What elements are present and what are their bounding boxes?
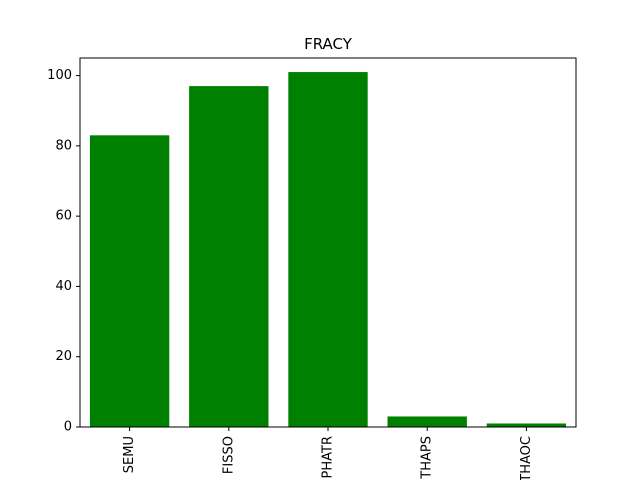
bar-thaps xyxy=(387,416,467,427)
x-tick-label: THAOC xyxy=(519,436,534,480)
y-tick-label: 20 xyxy=(55,349,72,364)
x-tick-label: FISSO xyxy=(221,436,236,474)
bar-fisso xyxy=(189,86,269,427)
y-tick-label: 0 xyxy=(64,420,72,435)
y-tick-label: 60 xyxy=(55,209,72,224)
y-tick-label: 80 xyxy=(55,138,72,153)
x-axis: SEMU FISSO PHATR THAPS THAOC xyxy=(122,427,534,480)
x-tick-label: THAPS xyxy=(420,436,435,480)
bar-semu xyxy=(89,135,170,428)
bar-thaoc xyxy=(486,423,567,427)
chart-title: FRACY xyxy=(304,35,353,53)
x-tick-label: SEMU xyxy=(122,436,137,473)
x-tick-label: PHATR xyxy=(321,436,336,478)
y-tick-label: 100 xyxy=(47,68,72,83)
bars-layer xyxy=(89,72,567,428)
bar-phatr xyxy=(288,72,368,428)
y-axis: 0 20 40 60 80 100 xyxy=(47,68,80,435)
plot-frame xyxy=(79,57,577,428)
y-tick-label: 40 xyxy=(55,279,72,294)
